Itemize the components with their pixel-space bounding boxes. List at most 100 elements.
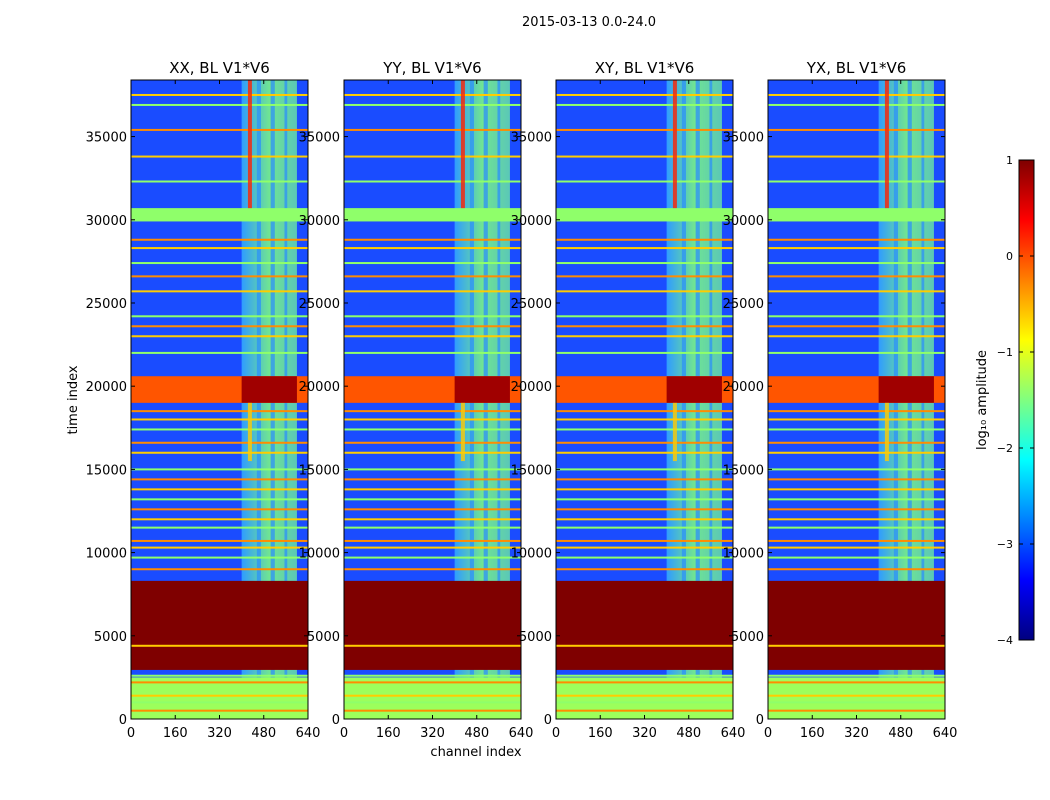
low-block: [344, 677, 521, 719]
horizontal-line: [344, 93, 521, 96]
horizontal-line: [344, 556, 521, 559]
horizontal-line: [768, 418, 945, 421]
rfi-column: [460, 80, 465, 209]
horizontal-line: [131, 508, 308, 511]
horizontal-line: [556, 468, 733, 471]
x-axis-label: channel index: [430, 745, 521, 760]
rfi-column: [672, 402, 677, 462]
horizontal-line: [344, 180, 521, 183]
horizontal-line: [344, 351, 521, 354]
horizontal-line: [556, 709, 733, 712]
strong-rfi-core: [454, 376, 510, 403]
horizontal-line: [344, 709, 521, 712]
strong-rfi-core: [878, 376, 934, 403]
panel-title: YY, BL V1*V6: [382, 59, 481, 77]
horizontal-line: [131, 701, 308, 704]
horizontal-line: [344, 275, 521, 278]
horizontal-line: [768, 325, 945, 328]
horizontal-line: [344, 238, 521, 241]
horizontal-line: [344, 681, 521, 684]
horizontal-line: [131, 325, 308, 328]
y-tick-label: 30000: [723, 214, 764, 229]
horizontal-line: [556, 498, 733, 501]
horizontal-line: [768, 701, 945, 704]
rfi-column: [247, 402, 252, 462]
horizontal-line: [556, 410, 733, 413]
horizontal-line: [131, 335, 308, 338]
rfi-column: [247, 80, 252, 209]
horizontal-line: [344, 103, 521, 106]
horizontal-line: [556, 451, 733, 454]
y-tick-label: 25000: [299, 297, 340, 312]
horizontal-line: [768, 709, 945, 712]
colorbar-gradient: [1018, 159, 1035, 641]
gap-band: [768, 208, 945, 222]
x-tick-label: 320: [632, 726, 657, 741]
horizontal-line: [344, 315, 521, 318]
colorbar-tick-label: −2: [997, 442, 1013, 455]
horizontal-line: [131, 247, 308, 250]
y-tick-label: 30000: [299, 214, 340, 229]
x-tick-label: 160: [376, 726, 401, 741]
colorbar-label: log₁₀ amplitude: [975, 350, 990, 450]
y-tick-label: 25000: [723, 297, 764, 312]
x-tick-label: 320: [207, 726, 232, 741]
rfi-column: [460, 402, 465, 462]
horizontal-line: [131, 262, 308, 265]
horizontal-line: [344, 410, 521, 413]
horizontal-line: [131, 546, 308, 549]
horizontal-line: [131, 155, 308, 158]
panel-title: XX, BL V1*V6: [169, 59, 270, 77]
horizontal-line: [768, 498, 945, 501]
horizontal-line: [556, 508, 733, 511]
low-block: [556, 677, 733, 719]
horizontal-line: [131, 674, 308, 677]
horizontal-line: [768, 568, 945, 571]
horizontal-line: [344, 468, 521, 471]
y-tick-label: 0: [332, 713, 340, 728]
x-tick-label: 640: [296, 726, 321, 741]
x-tick-label: 160: [163, 726, 188, 741]
y-tick-label: 25000: [511, 297, 552, 312]
horizontal-line: [131, 694, 308, 697]
strong-rfi-core: [241, 376, 297, 403]
horizontal-line: [768, 93, 945, 96]
horizontal-line: [131, 315, 308, 318]
horizontal-line: [768, 451, 945, 454]
rfi-column: [884, 402, 889, 462]
x-tick-label: 640: [509, 726, 534, 741]
horizontal-line: [131, 93, 308, 96]
heatmap-panel: XY, BL V1*V6 0 160 320 480 640 0 5000 10000 15000…: [511, 59, 746, 741]
horizontal-line: [768, 518, 945, 521]
horizontal-line: [131, 526, 308, 529]
panels: XX, BL V1*V6 0 160 320 480 640 0 5000 10000 15000…: [86, 59, 958, 741]
horizontal-line: [768, 410, 945, 413]
y-tick-label: 35000: [723, 131, 764, 146]
horizontal-line: [556, 155, 733, 158]
horizontal-line: [556, 418, 733, 421]
y-tick-label: 15000: [511, 463, 552, 478]
y-tick-label: 15000: [86, 463, 127, 478]
horizontal-line: [344, 546, 521, 549]
horizontal-line: [556, 103, 733, 106]
horizontal-line: [344, 539, 521, 542]
horizontal-line: [131, 410, 308, 413]
x-tick-label: 160: [800, 726, 825, 741]
horizontal-line: [556, 428, 733, 431]
colorbar: 1 0 −1 −2 −3 −4: [997, 154, 1035, 647]
horizontal-line: [131, 556, 308, 559]
colorbar-tick-label: 0: [1006, 250, 1013, 263]
flagged-block: [556, 580, 733, 670]
y-tick-label: 5000: [519, 630, 552, 645]
horizontal-line: [556, 325, 733, 328]
horizontal-line: [131, 441, 308, 444]
x-tick-label: 480: [676, 726, 701, 741]
horizontal-line: [131, 539, 308, 542]
horizontal-line: [556, 315, 733, 318]
heatmap-panel: YX, BL V1*V6 0 160 320 480 640 0 5000 10000 15000…: [723, 59, 958, 741]
y-tick-label: 25000: [86, 297, 127, 312]
horizontal-line: [131, 103, 308, 106]
horizontal-line: [768, 128, 945, 131]
horizontal-line: [344, 335, 521, 338]
